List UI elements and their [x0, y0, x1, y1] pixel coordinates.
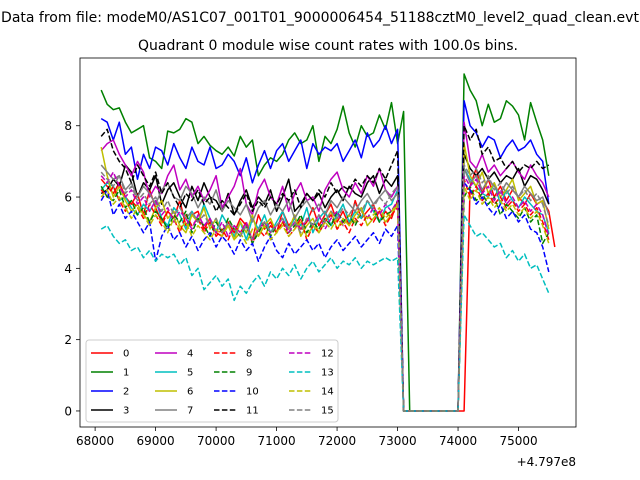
y-tick-label: 8 — [64, 119, 72, 133]
axes-frame — [79, 57, 577, 428]
x-offset-label: +4.797e8 — [517, 455, 576, 469]
x-tick-label: 72000 — [318, 434, 356, 448]
legend-label-13: 13 — [321, 368, 334, 379]
x-tick-label: 74000 — [439, 434, 477, 448]
y-tick-label: 4 — [64, 262, 72, 276]
series-line-9 — [100, 185, 550, 412]
legend-label-7: 7 — [187, 406, 193, 417]
x-tick-label: 73000 — [378, 434, 416, 448]
legend-label-1: 1 — [123, 368, 129, 379]
x-tick-label: 70000 — [197, 434, 235, 448]
series-line-13 — [100, 214, 550, 412]
series-line-7 — [100, 164, 550, 412]
series-line-2 — [100, 100, 550, 412]
legend-label-5: 5 — [187, 368, 193, 379]
x-tick-label: 68000 — [76, 434, 114, 448]
legend-label-15: 15 — [321, 406, 334, 417]
series-line-11 — [100, 124, 550, 412]
figure-suptitle: Data from file: modeM0/AS1C07_001T01_900… — [1, 10, 639, 26]
legend-box — [85, 339, 339, 423]
legend-label-2: 2 — [123, 387, 129, 398]
legend-label-11: 11 — [246, 406, 259, 417]
y-tick-label: 0 — [64, 404, 72, 418]
x-axis: 68000 69000 70000 71000 72000 73000 74000 75000 — [76, 427, 538, 448]
legend-label-4: 4 — [187, 349, 193, 360]
y-tick-label: 2 — [64, 333, 72, 347]
series-line-1 — [100, 73, 550, 412]
x-tick-label: 69000 — [137, 434, 175, 448]
legend-label-12: 12 — [321, 349, 334, 360]
legend-label-3: 3 — [123, 406, 129, 417]
x-tick-label: 71000 — [257, 434, 295, 448]
legend-label-10: 10 — [246, 387, 259, 398]
legend-label-14: 14 — [321, 387, 334, 398]
series-line-3 — [100, 153, 550, 412]
legend-label-8: 8 — [246, 349, 252, 360]
y-axis: 0 2 4 6 8 — [64, 119, 80, 418]
legend-label-6: 6 — [187, 387, 193, 398]
x-tick-label: 75000 — [499, 434, 537, 448]
legend-label-0: 0 — [123, 349, 129, 360]
series-line-15 — [100, 164, 550, 412]
series-line-14 — [100, 185, 550, 412]
series-line-10 — [100, 182, 550, 412]
series-layer — [100, 73, 556, 412]
chart-title: Quadrant 0 module wise count rates with … — [138, 38, 518, 54]
series-line-4 — [100, 121, 550, 412]
legend-label-9: 9 — [246, 368, 252, 379]
y-tick-label: 6 — [64, 191, 72, 205]
